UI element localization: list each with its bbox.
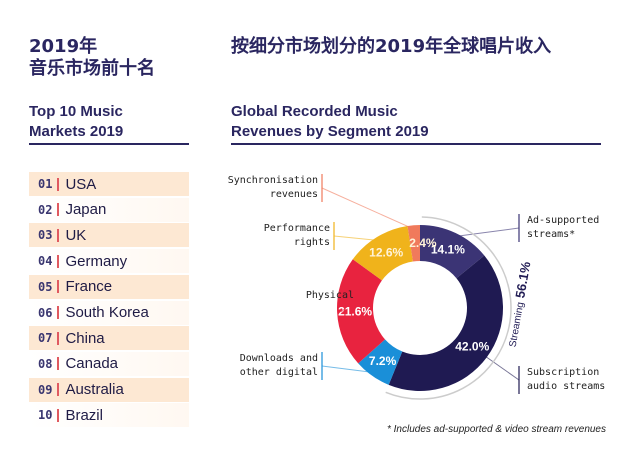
streaming-annotation: Streaming56.1% bbox=[504, 260, 534, 348]
rank-separator bbox=[57, 357, 60, 371]
leader-line bbox=[453, 227, 520, 238]
market-row: 02 Japan bbox=[29, 197, 189, 222]
market-country: UK bbox=[65, 226, 87, 244]
market-rank: 02 bbox=[38, 202, 53, 217]
rank-separator bbox=[57, 408, 60, 422]
streaming-value: 56.1% bbox=[512, 260, 533, 299]
slice-category-label: Performance rights bbox=[232, 222, 330, 250]
donut-slice bbox=[420, 225, 485, 279]
markets-title-en-line1: Top 10 Music bbox=[29, 103, 123, 120]
label-line: Performance bbox=[263, 223, 330, 234]
label-line: other digital bbox=[239, 367, 318, 378]
label-line: Subscription bbox=[527, 367, 600, 378]
market-rank: 01 bbox=[38, 177, 53, 191]
slice-value-label: 12.6% bbox=[369, 245, 403, 259]
label-line: revenues bbox=[269, 189, 318, 200]
market-rank: 08 bbox=[38, 356, 53, 371]
leader-line bbox=[483, 354, 520, 381]
leader-line bbox=[340, 295, 359, 313]
leader-line bbox=[333, 235, 379, 242]
market-row: 03 UK bbox=[29, 223, 189, 248]
market-row: 04 Germany bbox=[29, 249, 189, 274]
market-country: France bbox=[65, 278, 113, 296]
rank-separator bbox=[57, 203, 60, 217]
label-line: streams* bbox=[527, 229, 576, 240]
donut-slice bbox=[337, 259, 386, 364]
label-line: Downloads and bbox=[239, 353, 318, 364]
market-country: South Korea bbox=[65, 304, 149, 321]
label-line: Synchronisation bbox=[227, 175, 318, 186]
market-country: USA bbox=[65, 175, 97, 193]
slice-category-label: Physical bbox=[256, 289, 354, 303]
slice-value-label: 2.4% bbox=[409, 236, 437, 250]
market-rank: 07 bbox=[38, 331, 53, 346]
chart-title-zh: 按细分市场划分的2019年全球唱片收入 bbox=[231, 36, 552, 57]
chart-title-en-line1: Global Recorded Music bbox=[231, 103, 398, 120]
markets-title-en-line2: Markets 2019 bbox=[29, 123, 124, 140]
footnote: * Includes ad-supported & video stream r… bbox=[386, 424, 606, 435]
chart-divider bbox=[231, 143, 601, 145]
slice-category-label: Synchronisation revenues bbox=[220, 174, 318, 202]
markets-title-zh-line2: 音乐市场前十名 bbox=[29, 58, 155, 79]
chart-title-en: Global Recorded Music Revenues by Segmen… bbox=[231, 102, 429, 142]
market-rank: 03 bbox=[38, 228, 53, 243]
market-row: 05 France bbox=[29, 274, 189, 299]
market-rank: 10 bbox=[38, 408, 53, 423]
market-country: Canada bbox=[65, 355, 118, 373]
rank-separator bbox=[57, 331, 60, 345]
label-line: audio streams bbox=[527, 381, 606, 392]
market-row: 08 Canada bbox=[29, 351, 189, 376]
rank-separator bbox=[57, 383, 60, 397]
leader-line bbox=[321, 187, 415, 230]
donut-slice bbox=[358, 339, 403, 385]
slice-value-label: 21.6% bbox=[338, 304, 372, 318]
rank-separator bbox=[57, 177, 60, 191]
market-row: 10 Brazil bbox=[29, 403, 189, 428]
rank-separator bbox=[57, 254, 60, 268]
market-country: Japan bbox=[65, 201, 107, 219]
markets-title-zh: 2019年 音乐市场前十名 bbox=[29, 36, 155, 80]
slice-value-label: 14.1% bbox=[431, 242, 465, 256]
rank-separator bbox=[57, 280, 60, 294]
markets-title-en: Top 10 Music Markets 2019 bbox=[29, 102, 123, 142]
markets-divider bbox=[29, 143, 189, 145]
market-rank: 04 bbox=[38, 254, 53, 269]
chart-title-en-line2: Revenues by Segment 2019 bbox=[231, 123, 429, 140]
label-line: Physical bbox=[305, 290, 354, 301]
label-line: rights bbox=[293, 237, 330, 248]
leader-line bbox=[321, 365, 375, 374]
donut-slice bbox=[407, 225, 420, 262]
rank-separator bbox=[57, 228, 60, 242]
slice-category-label: Subscription audio streams bbox=[527, 366, 605, 394]
slice-category-label: Ad-supported streams* bbox=[527, 214, 599, 242]
market-rank: 05 bbox=[38, 279, 53, 294]
label-line: Ad-supported bbox=[527, 215, 600, 226]
market-country: Germany bbox=[65, 252, 128, 270]
streaming-bracket bbox=[385, 216, 512, 400]
slice-category-label: Downloads and other digital bbox=[220, 352, 318, 380]
donut-slice bbox=[388, 255, 503, 391]
market-rank: 09 bbox=[38, 382, 53, 397]
slice-value-label: 7.2% bbox=[369, 354, 397, 368]
market-row: 01 USA bbox=[29, 172, 189, 196]
market-rank: 06 bbox=[38, 305, 53, 320]
market-row: 07 China bbox=[29, 326, 189, 351]
market-row: 06 South Korea bbox=[29, 300, 189, 325]
market-country: China bbox=[65, 329, 105, 347]
market-country: Brazil bbox=[65, 406, 103, 424]
markets-title-zh-line1: 2019年 bbox=[29, 36, 98, 57]
slice-value-label: 42.0% bbox=[455, 340, 489, 354]
market-row: 09 Australia bbox=[29, 377, 189, 402]
donut-slice bbox=[352, 225, 413, 281]
market-country: Australia bbox=[65, 381, 124, 399]
rank-separator bbox=[57, 306, 60, 319]
